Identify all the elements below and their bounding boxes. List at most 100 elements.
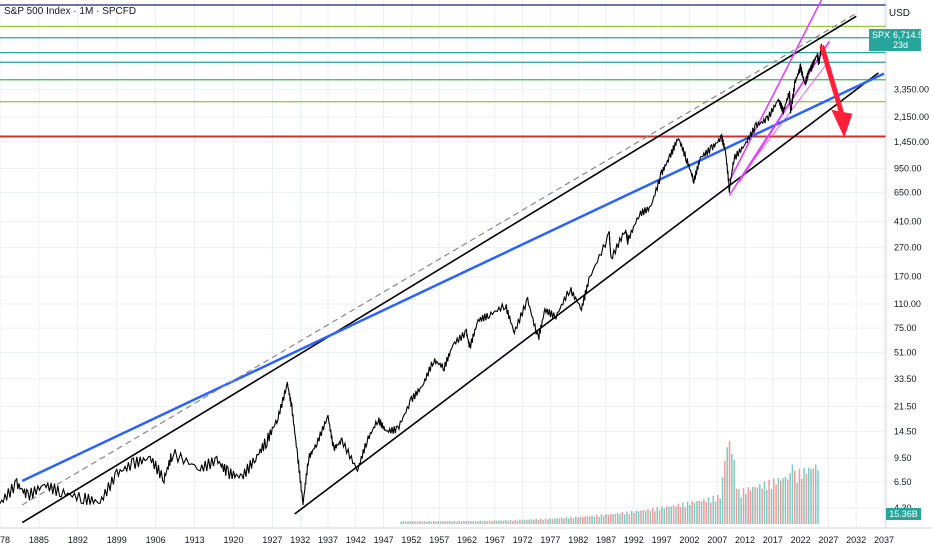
volume-bar — [800, 478, 803, 524]
volume-bar — [761, 488, 763, 524]
volume-bar — [493, 520, 495, 524]
volume-bar — [432, 520, 435, 524]
horizontal-levels — [0, 4, 886, 138]
volume-bar — [551, 518, 554, 524]
volume-bar — [602, 515, 605, 524]
trend-line — [21, 12, 857, 506]
volume-bar — [614, 513, 617, 524]
forecast-arrow-head — [831, 109, 853, 138]
volume-bar — [563, 518, 565, 524]
y-tick-label: 650.00 — [894, 187, 922, 197]
volume-bar — [470, 520, 472, 524]
volume-bar — [786, 479, 789, 524]
x-tick-label: 1972 — [513, 535, 533, 545]
volume-bar — [428, 520, 430, 524]
volume-bar — [575, 516, 577, 524]
volume-bar — [465, 521, 468, 524]
volume-bar — [586, 516, 589, 524]
volume-bar — [477, 521, 479, 524]
volume-bar — [651, 507, 654, 524]
time-axis[interactable]: 1878 1885 1892 1899 1906 1913 1920 1927 1932 1937… — [0, 535, 894, 545]
volume-bar — [423, 521, 426, 524]
volume-bar — [446, 521, 449, 524]
volume-bar — [656, 507, 659, 524]
x-tick-label: 1967 — [485, 535, 505, 545]
volume-bar — [784, 476, 787, 524]
volume-bar — [453, 520, 456, 524]
last-price-badge: SPX 6,714.58 23d 16h — [869, 29, 928, 61]
volume-bar — [791, 464, 794, 524]
volume-bar — [700, 501, 703, 524]
volume-bar — [530, 519, 533, 524]
volume-bar — [442, 521, 444, 524]
volume-bar — [481, 521, 484, 524]
volume-bar — [616, 513, 619, 524]
volume-bar — [579, 516, 582, 524]
price-line — [0, 43, 823, 506]
volume-bar — [509, 519, 512, 524]
volume-bar — [519, 519, 521, 524]
volume-bar — [435, 521, 437, 524]
y-tick-label: 270.00 — [894, 243, 922, 253]
volume-bar — [472, 520, 475, 524]
volume-bar — [682, 502, 684, 524]
volume-bar — [451, 521, 454, 524]
grid — [0, 0, 886, 528]
volume-bar — [549, 518, 551, 524]
volume-bar — [570, 516, 572, 524]
x-tick-label: 1947 — [374, 535, 394, 545]
x-tick-label: 2002 — [679, 535, 699, 545]
volume-bar — [658, 510, 661, 524]
volume-bar — [491, 520, 493, 524]
x-tick-label: 1952 — [401, 535, 421, 545]
volume-bar — [644, 510, 647, 524]
volume-bar — [540, 518, 542, 524]
volume-bar — [554, 518, 556, 524]
volume-bar — [516, 520, 519, 524]
price-series — [0, 43, 823, 506]
volume-bar — [544, 518, 547, 524]
y-tick-label: 51.00 — [894, 347, 917, 357]
y-tick-label: 33.50 — [894, 374, 917, 384]
volume-bar — [495, 520, 498, 524]
x-tick-label: 2007 — [707, 535, 727, 545]
volume-bar — [430, 521, 433, 524]
volume-bar — [675, 506, 677, 524]
volume-bar — [665, 506, 668, 524]
volume-bar — [593, 516, 596, 524]
currency-label[interactable]: USD — [888, 8, 910, 19]
volume-bar — [521, 520, 523, 524]
volume-bar — [733, 459, 735, 524]
y-tick-label: 410.00 — [894, 216, 922, 226]
volume-badge: 15.36B — [886, 508, 921, 520]
volume-bar — [407, 521, 409, 524]
volume-bar — [759, 484, 761, 524]
volume-bar — [814, 464, 817, 524]
x-tick-label: 1977 — [540, 535, 560, 545]
y-tick-label: 6.50 — [894, 477, 912, 487]
volume-bar — [647, 508, 649, 524]
volume-bar — [409, 521, 412, 524]
volume-bar — [745, 493, 747, 524]
x-tick-label: 1899 — [107, 535, 127, 545]
volume-bar — [533, 519, 535, 524]
volume-bar — [770, 488, 773, 524]
x-tick-label: 2017 — [763, 535, 783, 545]
volume-bar — [698, 500, 700, 524]
volume-bar — [763, 481, 766, 524]
volume-bar — [642, 510, 645, 524]
volume-bar — [528, 519, 530, 524]
price-axis[interactable]: 3,350.00 2,150.00 1,450.00 950.00 650.00 410.… — [894, 84, 929, 513]
wedge-line — [750, 61, 829, 165]
volume-bar — [556, 518, 558, 524]
volume-bar — [712, 495, 714, 524]
bar-countdown: 23d 16h — [893, 40, 909, 61]
volume-bar — [728, 441, 731, 524]
x-tick-label: 1982 — [568, 535, 588, 545]
volume-bar — [689, 505, 691, 524]
y-tick-label: 75.00 — [894, 323, 917, 333]
volume-bar — [628, 514, 631, 524]
y-tick-label: 1,450.00 — [894, 137, 929, 147]
x-tick-label: 1997 — [652, 535, 672, 545]
volume-bar — [807, 467, 810, 524]
